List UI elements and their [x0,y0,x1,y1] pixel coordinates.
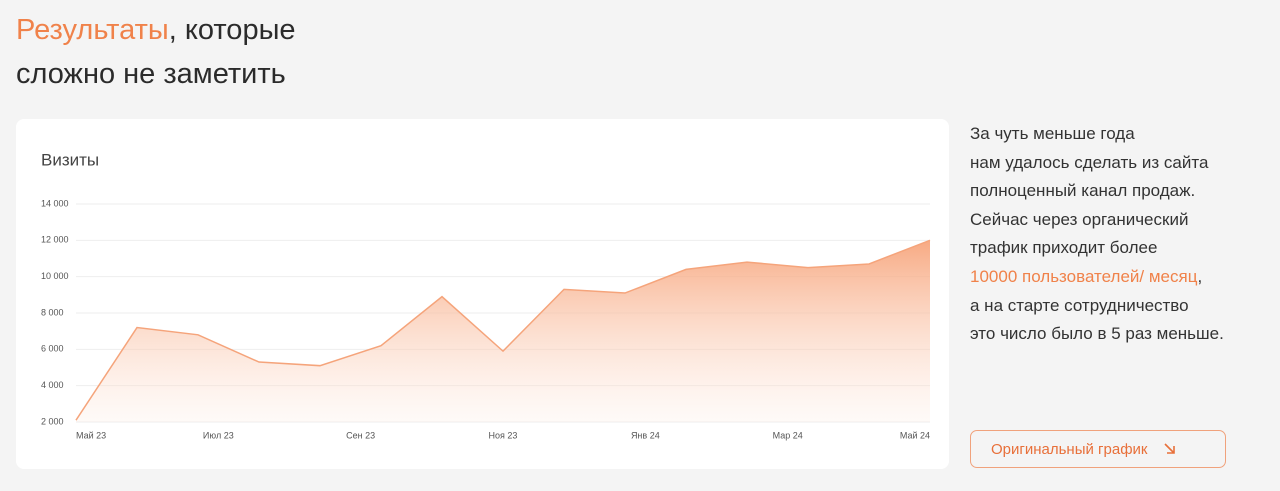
y-tick-label: 12 000 [41,235,69,245]
x-tick-label: Янв 24 [631,430,660,440]
x-tick-label: Сен 23 [346,430,375,440]
description: За чуть меньше года нам удалось сделать и… [970,120,1224,349]
text-line: За чуть меньше года [970,124,1135,143]
button-label: Оригинальный график [991,440,1148,458]
chart: Визиты 2 000 4 000 6 000 8 000 10 000 12 000 1… [41,150,931,440]
area [76,240,930,422]
text-line: трафик приходит более [970,238,1158,258]
text-line: а на старте сотрудничество [970,295,1189,315]
heading: Результаты, которые сложно не заметить [16,8,296,96]
line [75,239,931,421]
x-tick-label: Мар 24 [773,430,803,440]
chart-card: Визиты 2 000 4 000 6 000 8 000 10 000 12 000 1… [16,119,949,469]
y-tick-label: 8 000 [41,307,64,317]
chart-title: Визиты [41,150,99,169]
original-chart-button[interactable]: Оригинальный график [970,430,1226,468]
arrow-icon [1164,443,1176,454]
x-tick-label: Май 24 [900,430,930,440]
heading-line2: сложно не заметить [16,58,286,90]
heading-accent: Результаты [16,14,169,46]
text-line: Сейчас через органический [970,209,1189,229]
text-line: это число было в 5 раз меньше. [970,324,1224,344]
text-line: , [1197,266,1203,286]
y-tick-label: 4 000 [41,380,64,390]
x-tick-label: Июл 23 [203,430,234,440]
x-tick-label: Ноя 23 [489,430,518,440]
x-tick-label: Май 23 [76,430,106,440]
text-line: полноценный канал продаж. [970,181,1196,201]
text-line: 10000 пользователей/ месяц [970,266,1198,286]
y-tick-label: 2 000 [41,416,64,426]
y-tick-label: 14 000 [41,198,69,208]
heading-rest: , которые [168,14,296,46]
y-tick-label: 6 000 [41,344,64,354]
y-tick-label: 10 000 [41,271,69,281]
text-line: нам удалось сделать из сайта [970,152,1209,172]
